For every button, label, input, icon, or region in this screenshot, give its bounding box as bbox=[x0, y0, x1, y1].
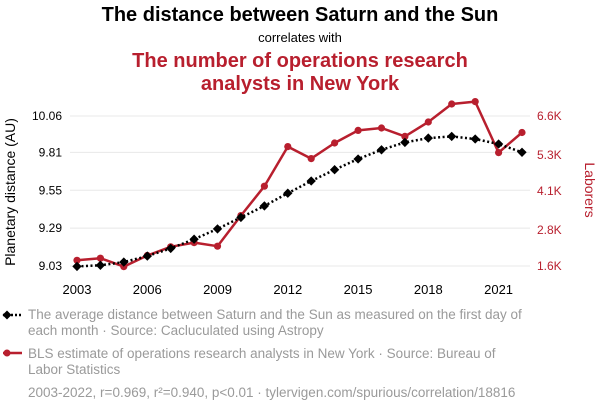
left-tick-label: 9.55 bbox=[39, 183, 63, 197]
right-tick-label: 5.3K bbox=[537, 148, 562, 162]
left-tick-label: 9.81 bbox=[39, 145, 63, 159]
analysts-data-point bbox=[424, 118, 432, 126]
saturn-data-point bbox=[517, 147, 527, 157]
x-tick-label: 2018 bbox=[414, 282, 443, 297]
left-axis-label: Planetary distance (AU) bbox=[2, 118, 18, 266]
left-tick-label: 9.03 bbox=[39, 259, 63, 273]
chart-title: The distance between Saturn and the Sun bbox=[102, 4, 499, 26]
saturn-data-point bbox=[166, 243, 176, 254]
right-axis-label: Laborers bbox=[582, 162, 598, 217]
right-tick-label: 1.6K bbox=[537, 259, 562, 273]
saturn-data-point bbox=[329, 165, 340, 175]
analysts-data-point bbox=[284, 143, 292, 151]
chart-subtitle-line1: The number of operations research bbox=[132, 50, 468, 72]
saturn-data-point bbox=[306, 176, 316, 186]
analysts-data-point bbox=[471, 98, 479, 106]
x-axis-ticks: 2003 2006 2009 2012 2015 2018 2021 bbox=[63, 282, 514, 297]
chart-footer: 2003-2022, r=0.969, r²=0.940, p<0.01 · t… bbox=[28, 385, 515, 400]
chart-subtitle-line2: analysts in New York bbox=[201, 73, 400, 95]
analysts-data-point bbox=[73, 256, 81, 264]
saturn-data-point bbox=[236, 212, 246, 223]
left-tick-label: 10.06 bbox=[32, 109, 62, 123]
x-tick-label: 2009 bbox=[203, 282, 232, 297]
saturn-data-point bbox=[470, 134, 480, 144]
legend-saturn-line1: The average distance between Saturn and … bbox=[28, 307, 522, 322]
right-tick-label: 4.1K bbox=[537, 184, 562, 198]
saturn-data-point bbox=[423, 133, 433, 143]
saturn-data-point bbox=[95, 260, 106, 270]
saturn-data-point bbox=[212, 224, 223, 234]
analysts-data-point bbox=[495, 149, 503, 157]
saturn-data-point bbox=[447, 131, 457, 142]
analysts-data-point bbox=[448, 100, 456, 108]
legend-bls-line1: BLS estimate of operations research anal… bbox=[28, 346, 496, 361]
left-axis-ticks: 9.03 9.29 9.55 9.81 10.06 bbox=[32, 109, 62, 273]
x-tick-label: 2003 bbox=[63, 282, 92, 297]
series-layer bbox=[72, 98, 527, 272]
x-tick-label: 2006 bbox=[133, 282, 162, 297]
saturn-data-point bbox=[353, 154, 363, 164]
legend-bls-line2: Labor Statistics bbox=[28, 362, 121, 377]
gridlines bbox=[70, 115, 530, 267]
x-tick-label: 2021 bbox=[484, 282, 513, 297]
analysts-data-point bbox=[260, 182, 268, 190]
saturn-distance-line bbox=[76, 135, 523, 268]
saturn-data-point bbox=[189, 234, 199, 244]
analysts-data-point bbox=[518, 128, 526, 137]
analysts-data-point bbox=[213, 242, 222, 250]
right-axis-ticks: 1.6K 2.8K 4.1K 5.3K 6.6K bbox=[537, 109, 562, 273]
analysts-data-point bbox=[401, 132, 409, 140]
analysts-data-point bbox=[307, 155, 315, 163]
analysts-data-point bbox=[377, 124, 386, 132]
analysts-data-point bbox=[96, 254, 104, 262]
saturn-data-point bbox=[72, 261, 82, 272]
saturn-data-point bbox=[400, 137, 410, 148]
analysts-data-point bbox=[354, 126, 362, 134]
right-tick-label: 2.8K bbox=[537, 223, 562, 237]
right-tick-label: 6.6K bbox=[537, 109, 562, 123]
analysts-data-point bbox=[331, 139, 339, 147]
analysts-line bbox=[76, 100, 523, 268]
legend-saturn-line2: each month · Source: Cacluculated using … bbox=[28, 323, 324, 338]
left-tick-label: 9.29 bbox=[39, 221, 63, 235]
saturn-data-point bbox=[259, 201, 270, 211]
saturn-data-point bbox=[142, 251, 152, 261]
saturn-data-point bbox=[376, 145, 387, 155]
legend-bls-swatch-marker bbox=[3, 349, 11, 357]
x-tick-label: 2015 bbox=[344, 282, 373, 297]
chart-connector: correlates with bbox=[258, 30, 342, 45]
x-tick-label: 2012 bbox=[273, 282, 302, 297]
legend-saturn-swatch-marker bbox=[2, 310, 12, 320]
legend: The average distance between Saturn and … bbox=[2, 307, 522, 377]
